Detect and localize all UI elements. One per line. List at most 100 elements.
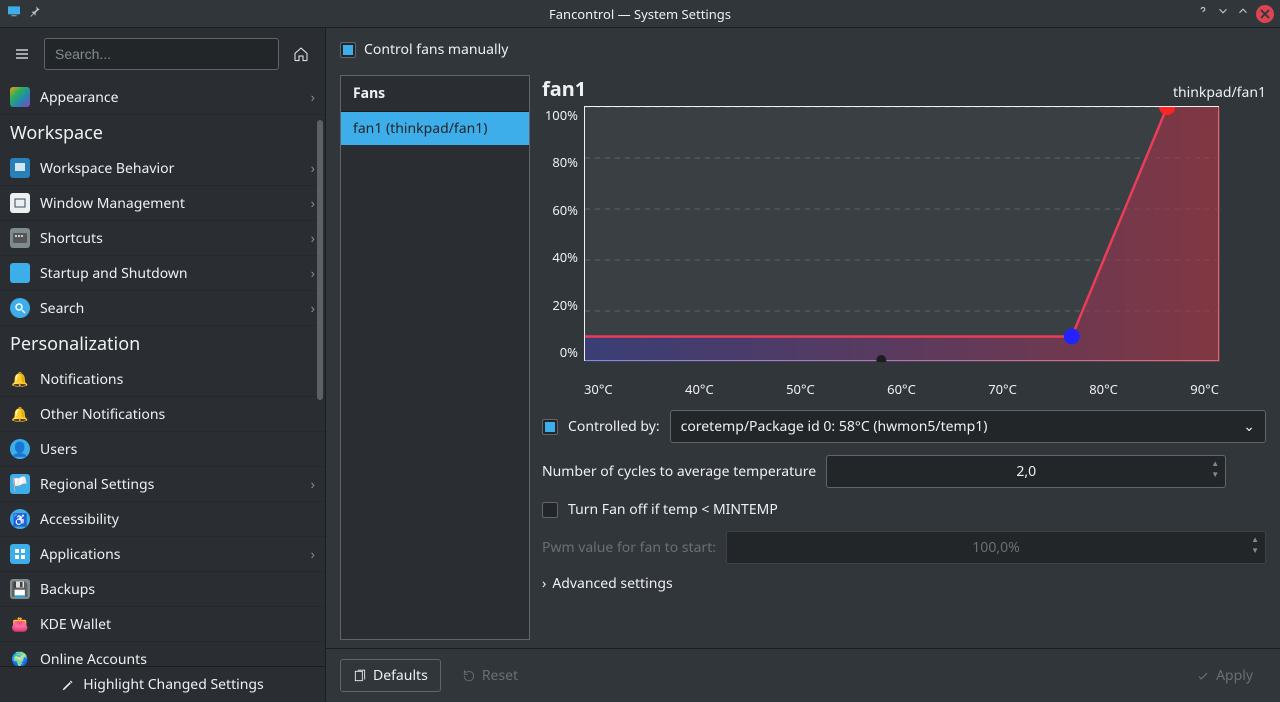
sidebar-item-accessibility[interactable]: ♿ Accessibility: [0, 502, 325, 537]
sidebar-item-shortcuts[interactable]: Shortcuts ›: [0, 221, 325, 256]
sidebar-item-notifications[interactable]: 🔔 Notifications: [0, 362, 325, 397]
sidebar-item-appearance[interactable]: Appearance ›: [0, 80, 325, 115]
fan-curve-chart[interactable]: 100%80%60%40%20%0%: [542, 106, 1266, 376]
chevron-right-icon: ›: [311, 264, 315, 283]
maximize-icon[interactable]: [1236, 4, 1250, 23]
sidebar-item-label: Search: [40, 299, 84, 318]
sidebar-item-label: Backups: [40, 580, 95, 599]
shortcuts-icon: [10, 228, 30, 248]
fan-list-item[interactable]: fan1 (thinkpad/fan1): [341, 112, 529, 145]
sidebar-item-startup-shutdown[interactable]: Startup and Shutdown ›: [0, 256, 325, 291]
pwm-value: 100,0%: [972, 538, 1019, 557]
controlled-by-label: Controlled by:: [568, 417, 660, 436]
sidebar: Appearance › Workspace Workspace Behavio…: [0, 28, 326, 702]
controlled-by-value: coretemp/Package id 0: 58°C (hwmon5/temp…: [681, 417, 988, 436]
pwm-label: Pwm value for fan to start:: [542, 538, 716, 557]
apply-button: Apply: [1183, 659, 1266, 692]
highlight-changed-button[interactable]: Highlight Changed Settings: [0, 666, 325, 702]
sidebar-item-workspace-behavior[interactable]: Workspace Behavior ›: [0, 151, 325, 186]
reset-label: Reset: [482, 666, 518, 685]
cycles-label: Number of cycles to average temperature: [542, 462, 816, 481]
sidebar-item-backups[interactable]: 💾 Backups: [0, 572, 325, 607]
applications-icon: [10, 544, 30, 564]
sidebar-item-applications[interactable]: Applications ›: [0, 537, 325, 572]
workspace-behavior-icon: [10, 158, 30, 178]
reset-button: Reset: [449, 659, 531, 692]
sidebar-item-online-accounts[interactable]: 🌍 Online Accounts: [0, 642, 325, 666]
fans-panel: Fans fan1 (thinkpad/fan1): [340, 75, 530, 640]
advanced-settings-toggle[interactable]: › Advanced settings: [542, 574, 1266, 593]
chevron-right-icon: ›: [542, 574, 546, 593]
accessibility-icon: ♿: [10, 509, 30, 529]
titlebar: Fancontrol — System Settings: [0, 0, 1280, 28]
window-title: Fancontrol — System Settings: [549, 5, 731, 23]
bell-icon: 🔔: [10, 369, 30, 389]
close-icon[interactable]: [1256, 5, 1274, 23]
chevron-down-icon: ⌄: [1243, 417, 1255, 436]
advanced-label: Advanced settings: [552, 574, 672, 593]
defaults-label: Defaults: [373, 666, 428, 685]
turnoff-label: Turn Fan off if temp < MINTEMP: [568, 500, 778, 519]
home-icon[interactable]: [287, 40, 315, 68]
help-icon[interactable]: [1196, 4, 1210, 23]
globe-icon: 🌍: [10, 649, 30, 666]
window-management-icon: [10, 193, 30, 213]
chevron-right-icon: ›: [311, 229, 315, 248]
startup-icon: [10, 263, 30, 283]
controlled-by-combo[interactable]: coretemp/Package id 0: 58°C (hwmon5/temp…: [670, 410, 1266, 443]
chevron-right-icon: ›: [311, 299, 315, 318]
sidebar-item-label: Applications: [40, 545, 120, 564]
sidebar-item-label: Regional Settings: [40, 475, 154, 494]
sidebar-item-label: Appearance: [40, 88, 119, 107]
sidebar-item-label: Window Management: [40, 194, 185, 213]
sidebar-item-label: Startup and Shutdown: [40, 264, 188, 283]
chevron-right-icon: ›: [311, 475, 315, 494]
minimize-icon[interactable]: [1216, 4, 1230, 23]
bell-icon: 🔔: [10, 404, 30, 424]
search-nav-icon: [10, 298, 30, 318]
sidebar-item-window-management[interactable]: Window Management ›: [0, 186, 325, 221]
fans-header: Fans: [341, 76, 529, 112]
sidebar-item-kde-wallet[interactable]: 👛 KDE Wallet: [0, 607, 325, 642]
sidebar-item-label: Accessibility: [40, 510, 119, 529]
sidebar-scrollbar[interactable]: [317, 120, 323, 400]
wallet-icon: 👛: [10, 614, 30, 634]
chevron-right-icon: ›: [311, 194, 315, 213]
sidebar-item-search[interactable]: Search ›: [0, 291, 325, 326]
manual-label: Control fans manually: [364, 40, 508, 59]
section-personalization: Personalization: [0, 326, 325, 362]
defaults-button[interactable]: Defaults: [340, 659, 441, 692]
menu-icon[interactable]: [8, 40, 36, 68]
chevron-right-icon: ›: [311, 159, 315, 178]
sidebar-item-other-notifications[interactable]: 🔔 Other Notifications: [0, 397, 325, 432]
cycles-value: 2,0: [1016, 462, 1036, 481]
sidebar-item-label: Online Accounts: [40, 650, 147, 667]
sidebar-item-regional[interactable]: 🏳️ Regional Settings ›: [0, 467, 325, 502]
cycles-spinbox[interactable]: 2,0 ▲▼: [826, 455, 1226, 488]
sidebar-item-label: KDE Wallet: [40, 615, 111, 634]
section-workspace: Workspace: [0, 115, 325, 151]
sidebar-item-label: Workspace Behavior: [40, 159, 174, 178]
x-axis: 30°C40°C50°C60°C70°C80°C90°C: [584, 380, 1219, 398]
chart-subtitle: thinkpad/fan1: [1173, 83, 1266, 102]
pwm-spinbox: 100,0% ▲▼: [726, 531, 1266, 564]
sidebar-item-label: Other Notifications: [40, 405, 165, 424]
sidebar-item-label: Shortcuts: [40, 229, 103, 248]
content-pane: Control fans manually Fans fan1 (thinkpa…: [326, 28, 1280, 702]
chart-title: fan1: [542, 75, 586, 102]
users-icon: 👤: [10, 439, 30, 459]
chevron-right-icon: ›: [311, 88, 315, 107]
apply-label: Apply: [1216, 666, 1253, 685]
sidebar-item-label: Notifications: [40, 370, 123, 389]
chevron-right-icon: ›: [311, 545, 315, 564]
search-input[interactable]: [44, 38, 279, 70]
sidebar-item-label: Users: [40, 440, 77, 459]
manual-checkbox[interactable]: [340, 42, 356, 58]
appearance-icon: [10, 87, 30, 107]
y-axis: 100%80%60%40%20%0%: [542, 106, 584, 361]
turnoff-checkbox[interactable]: [542, 502, 558, 518]
app-icon: [6, 3, 22, 24]
pin-icon[interactable]: [28, 4, 42, 23]
controlled-by-checkbox[interactable]: [542, 419, 558, 435]
sidebar-item-users[interactable]: 👤 Users: [0, 432, 325, 467]
